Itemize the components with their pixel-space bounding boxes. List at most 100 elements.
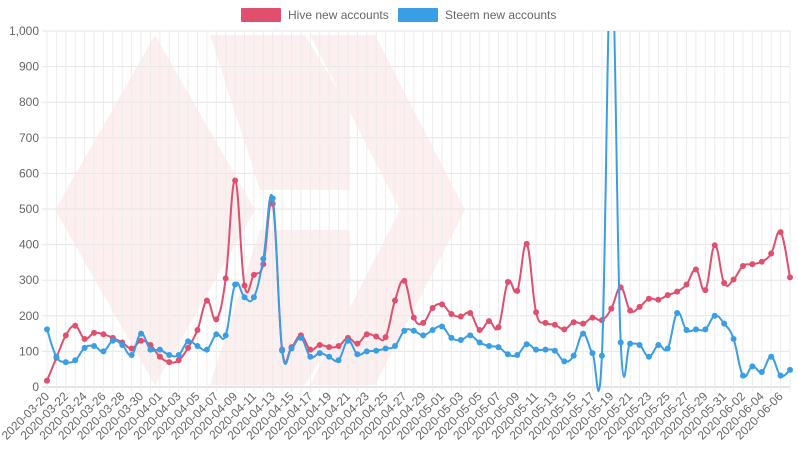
data-point-steem[interactable]	[147, 346, 154, 353]
data-point-steem[interactable]	[730, 335, 737, 342]
data-point-steem[interactable]	[476, 339, 483, 346]
data-point-steem[interactable]	[100, 348, 107, 355]
data-point-steem[interactable]	[401, 327, 408, 334]
data-point-steem[interactable]	[749, 363, 756, 370]
data-point-steem[interactable]	[232, 281, 239, 288]
data-point-steem[interactable]	[702, 326, 709, 333]
data-point-steem[interactable]	[156, 346, 163, 353]
data-point-hive[interactable]	[739, 262, 746, 269]
data-point-hive[interactable]	[326, 344, 333, 351]
data-point-hive[interactable]	[787, 274, 793, 281]
data-point-steem[interactable]	[185, 338, 192, 345]
data-point-steem[interactable]	[504, 351, 511, 358]
data-point-steem[interactable]	[128, 351, 135, 358]
data-point-steem[interactable]	[166, 351, 173, 358]
data-point-hive[interactable]	[439, 301, 446, 308]
data-point-hive[interactable]	[316, 341, 323, 348]
data-point-steem[interactable]	[213, 331, 220, 338]
data-point-steem[interactable]	[175, 351, 182, 358]
data-point-hive[interactable]	[570, 319, 577, 326]
data-point-steem[interactable]	[448, 334, 455, 341]
data-point-steem[interactable]	[664, 345, 671, 352]
data-point-hive[interactable]	[185, 344, 192, 351]
legend-item-hive[interactable]: Hive new accounts	[241, 8, 389, 22]
data-point-hive[interactable]	[166, 359, 173, 366]
data-point-hive[interactable]	[203, 297, 210, 304]
data-point-steem[interactable]	[589, 350, 596, 357]
legend-item-steem[interactable]: Steem new accounts	[398, 8, 556, 22]
data-point-steem[interactable]	[250, 294, 257, 301]
data-point-hive[interactable]	[128, 345, 135, 352]
data-point-hive[interactable]	[721, 280, 728, 287]
data-point-steem[interactable]	[391, 343, 398, 350]
data-point-steem[interactable]	[674, 309, 681, 316]
data-point-hive[interactable]	[72, 322, 79, 329]
data-point-steem[interactable]	[721, 320, 728, 327]
data-point-steem[interactable]	[467, 332, 474, 339]
data-point-steem[interactable]	[711, 312, 718, 319]
data-point-hive[interactable]	[758, 258, 765, 265]
data-point-steem[interactable]	[382, 345, 389, 352]
data-point-steem[interactable]	[316, 350, 323, 357]
data-point-steem[interactable]	[429, 327, 436, 334]
data-point-steem[interactable]	[420, 332, 427, 339]
data-point-hive[interactable]	[373, 333, 380, 340]
data-point-hive[interactable]	[674, 288, 681, 295]
data-point-steem[interactable]	[514, 351, 521, 358]
data-point-steem[interactable]	[373, 347, 380, 354]
data-point-hive[interactable]	[410, 314, 417, 321]
data-point-steem[interactable]	[692, 326, 699, 333]
data-point-steem[interactable]	[523, 341, 530, 348]
data-point-steem[interactable]	[203, 346, 210, 353]
data-point-hive[interactable]	[391, 297, 398, 304]
data-point-steem[interactable]	[457, 337, 464, 344]
data-point-steem[interactable]	[53, 353, 60, 360]
data-point-steem[interactable]	[288, 345, 295, 352]
data-point-steem[interactable]	[777, 372, 784, 379]
data-point-hive[interactable]	[420, 319, 427, 326]
data-point-hive[interactable]	[81, 335, 88, 342]
data-point-hive[interactable]	[523, 240, 530, 247]
data-point-steem[interactable]	[241, 294, 248, 301]
data-point-hive[interactable]	[645, 295, 652, 302]
data-point-steem[interactable]	[561, 358, 568, 365]
data-point-steem[interactable]	[580, 330, 587, 337]
data-point-hive[interactable]	[655, 296, 662, 303]
data-point-hive[interactable]	[476, 327, 483, 334]
data-point-steem[interactable]	[279, 347, 286, 354]
data-point-hive[interactable]	[702, 287, 709, 294]
data-point-hive[interactable]	[44, 377, 50, 384]
data-point-hive[interactable]	[664, 292, 671, 299]
data-point-steem[interactable]	[598, 352, 605, 359]
data-point-hive[interactable]	[730, 276, 737, 283]
data-point-steem[interactable]	[109, 337, 116, 344]
data-point-steem[interactable]	[439, 323, 446, 330]
data-point-steem[interactable]	[627, 340, 634, 347]
data-point-hive[interactable]	[580, 320, 587, 327]
data-point-steem[interactable]	[81, 344, 88, 351]
data-point-steem[interactable]	[551, 347, 558, 354]
data-point-hive[interactable]	[448, 311, 455, 318]
data-point-steem[interactable]	[636, 341, 643, 348]
data-point-steem[interactable]	[335, 357, 342, 364]
data-point-hive[interactable]	[156, 353, 163, 360]
data-point-steem[interactable]	[486, 343, 493, 350]
data-point-steem[interactable]	[363, 348, 370, 355]
data-point-steem[interactable]	[354, 351, 361, 358]
data-point-hive[interactable]	[241, 282, 248, 289]
data-point-hive[interactable]	[91, 329, 98, 336]
data-point-hive[interactable]	[777, 229, 784, 236]
data-point-steem[interactable]	[495, 344, 502, 351]
data-point-hive[interactable]	[749, 261, 756, 268]
data-point-hive[interactable]	[692, 266, 699, 273]
data-point-hive[interactable]	[542, 319, 549, 326]
data-point-hive[interactable]	[401, 277, 408, 284]
data-point-steem[interactable]	[260, 255, 267, 262]
data-point-steem[interactable]	[570, 352, 577, 359]
data-point-steem[interactable]	[297, 334, 304, 341]
data-point-hive[interactable]	[533, 309, 540, 316]
data-point-steem[interactable]	[739, 372, 746, 379]
data-point-hive[interactable]	[213, 316, 220, 323]
data-point-hive[interactable]	[382, 334, 389, 341]
data-point-hive[interactable]	[551, 321, 558, 328]
